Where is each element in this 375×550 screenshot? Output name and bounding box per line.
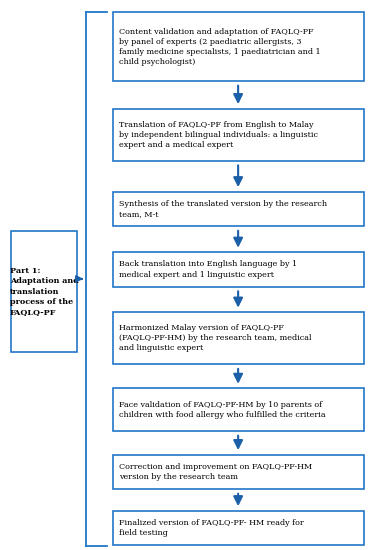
Text: Back translation into English language by 1
medical expert and 1 linguistic expe: Back translation into English language b… bbox=[119, 261, 297, 278]
Text: Synthesis of the translated version by the research
team, M-t: Synthesis of the translated version by t… bbox=[119, 200, 327, 218]
FancyBboxPatch shape bbox=[112, 388, 364, 431]
FancyBboxPatch shape bbox=[11, 231, 77, 352]
Text: Correction and improvement on FAQLQ-PF-HM
version by the research team: Correction and improvement on FAQLQ-PF-H… bbox=[119, 463, 312, 481]
FancyBboxPatch shape bbox=[112, 12, 364, 81]
FancyBboxPatch shape bbox=[112, 510, 364, 546]
Text: Translation of FAQLQ-PF from English to Malay
by independent bilingual individua: Translation of FAQLQ-PF from English to … bbox=[119, 120, 318, 149]
FancyBboxPatch shape bbox=[112, 312, 364, 364]
Text: Face validation of FAQLQ-PF-HM by 10 parents of
children with food allergy who f: Face validation of FAQLQ-PF-HM by 10 par… bbox=[119, 401, 326, 419]
FancyBboxPatch shape bbox=[112, 109, 364, 161]
FancyBboxPatch shape bbox=[112, 192, 364, 227]
Text: Part 1:
Adaptation and
translation
process of the
FAQLQ-PF: Part 1: Adaptation and translation proce… bbox=[10, 267, 78, 316]
FancyBboxPatch shape bbox=[112, 454, 364, 490]
Text: Finalized version of FAQLQ-PF- HM ready for
field testing: Finalized version of FAQLQ-PF- HM ready … bbox=[119, 519, 304, 537]
FancyBboxPatch shape bbox=[112, 252, 364, 287]
Text: Content validation and adaptation of FAQLQ-PF
by panel of experts (2 paediatric : Content validation and adaptation of FAQ… bbox=[119, 28, 321, 66]
Text: Harmonized Malay version of FAQLQ-PF
(FAQLQ-PF-HM) by the research team, medical: Harmonized Malay version of FAQLQ-PF (FA… bbox=[119, 324, 312, 353]
